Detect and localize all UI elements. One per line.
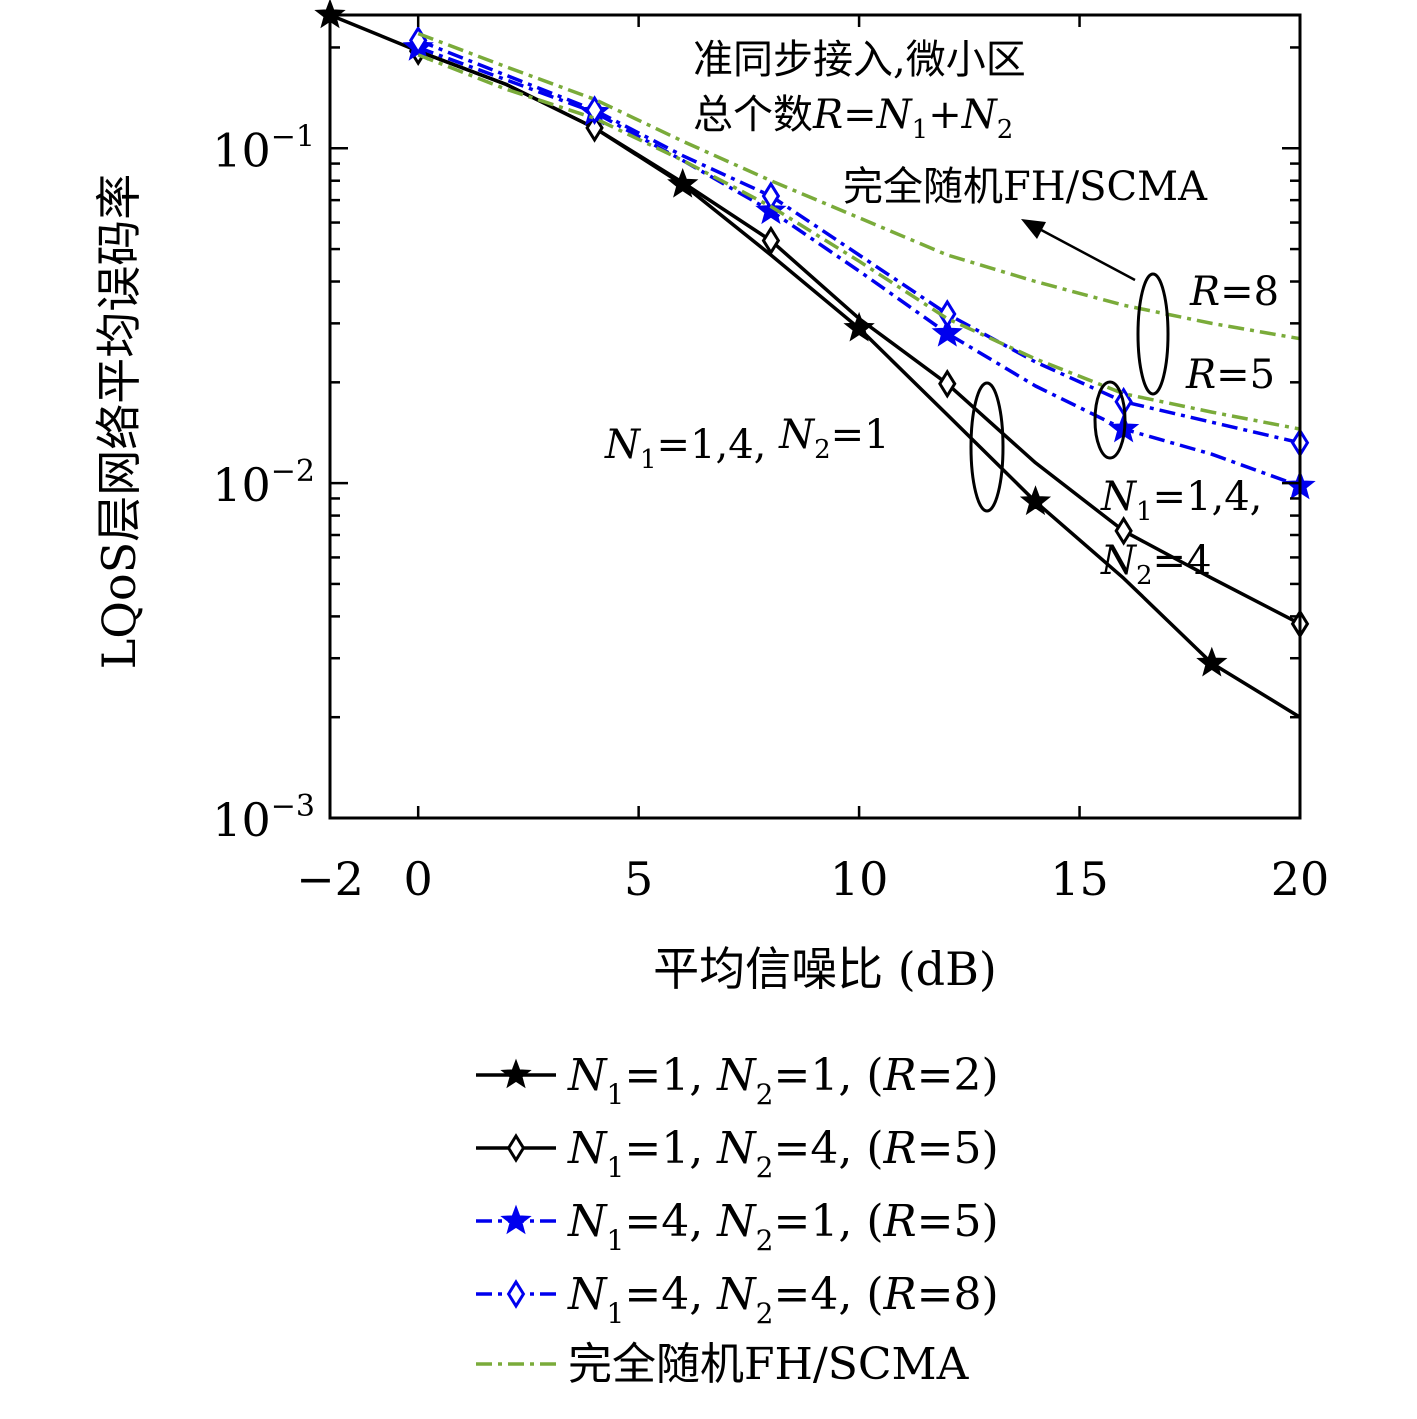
y-tick-label: 10−2 [212,454,315,512]
series-0-star-marker [843,311,875,342]
legend-label-4: 完全随机FH/SCMA [568,1339,970,1390]
annotation-arrow-line [1029,222,1136,282]
annotation-n-right-2: N2=4 [1100,538,1212,591]
legend-label-1: N1=1, N2=4, (R=5) [567,1123,999,1184]
legend-label-0: N1=1, N2=1, (R=2) [567,1050,999,1111]
series-2-star-marker [931,316,963,347]
legend-star-marker-2 [500,1204,532,1235]
legend-diamond-marker-1 [506,1133,526,1163]
series-1-diamond-marker [938,368,957,399]
x-axis-label: 平均信噪比 (dB) [653,942,997,996]
series-line-2 [417,45,1301,488]
x-tick-label: −2 [296,852,364,906]
annotation-top-line2: 总个数R=N1+N2 [693,92,1013,145]
legend-label-3: N1=4, N2=4, (R=8) [567,1269,999,1330]
axes-layer: −2 0 5 10 15 20 10−1 10−2 10−3 平均信噪比 (dB) LQoS层网络平… [92,13,1330,996]
annotation-n-right-1: N1=1,4, [1100,474,1262,527]
legend-diamond-marker-3 [506,1279,526,1309]
series-3-diamond-marker [585,95,604,125]
legend: N1=1, N2=1, (R=2) N1=1, N2=4, (R=5) N1=4, … [476,1050,999,1390]
series-3-diamond-marker [761,181,781,211]
series-0-star-marker [1196,646,1228,677]
annotation-top-line1: 准同步接入,微小区 [693,37,1026,83]
plot-frame [328,13,1302,820]
annotation-r5: R=5 [1185,352,1275,398]
series-line-3 [417,38,1301,445]
y-tick-label: 10−3 [212,789,315,847]
x-tick-label: 20 [1271,852,1330,906]
legend-star-marker-0 [500,1058,532,1089]
x-tick-label: 5 [624,852,653,906]
y-axis-label: LQoS层网络平均误码率 [92,174,146,669]
annotation-ellipse-blue [1093,380,1127,460]
series-1-diamond-marker [761,225,781,256]
series-line-1 [417,49,1301,626]
series-0-star-marker [1019,485,1052,516]
legend-label-2: N1=4, N2=1, (R=5) [567,1196,999,1257]
annotation-ellipse-black [969,381,1005,513]
annotation-n-left: N1=1,4, N2=1 [604,412,890,475]
y-tick-label: 10−1 [212,119,315,177]
x-tick-label: 10 [830,852,889,906]
x-tick-label: 15 [1050,852,1109,906]
series-1-diamond-marker [1114,516,1133,546]
series-3-diamond-marker [938,299,957,329]
x-tick-label: 0 [404,852,433,906]
annotation-arrow-head [1021,219,1046,239]
annotation-scheme: 完全随机FH/SCMA [843,164,1208,210]
annotation-ellipse-r [1136,272,1170,396]
annotation-r8: R=8 [1189,269,1279,315]
series-line-4 [417,53,1301,431]
